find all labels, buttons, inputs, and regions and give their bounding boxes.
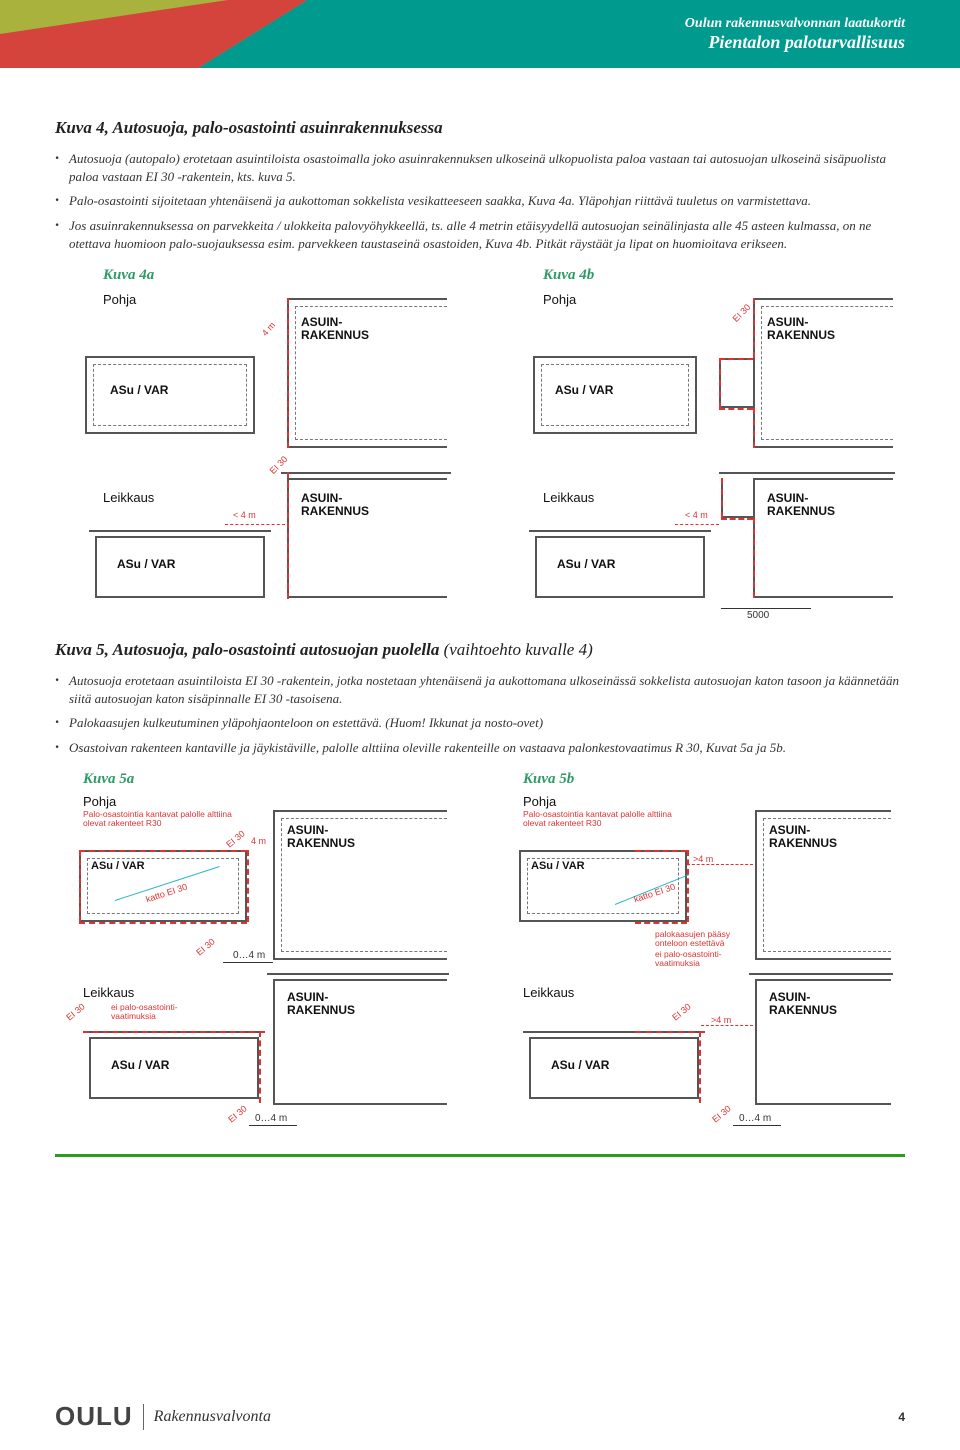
label-leikkaus: Leikkaus (83, 985, 134, 1000)
label-pohja: Pohja (83, 794, 116, 809)
section4-heading: Kuva 4, Autosuoja, palo-osastointi asuin… (55, 118, 905, 138)
label-asuin: ASUIN- RAKENNUS (301, 316, 369, 342)
diagram-4a-pohja: Pohja ASUIN- RAKENNUS ASu / VAR 4 m (55, 288, 465, 458)
document-page: Oulun rakennusvalvonnan laatukortit Pien… (0, 0, 960, 1450)
fig-5a-title: Kuva 5a (83, 771, 465, 788)
section5-heading-main: Kuva 5, Autosuoja, palo-osastointi autos… (55, 640, 439, 659)
section5-heading-suffix: (vaihtoehto kuvalle 4) (439, 640, 592, 659)
label-pohja: Pohja (543, 292, 576, 307)
red-lt4m: < 4 m (685, 510, 708, 520)
figure-4b: Kuva 4b Pohja ASUIN- RAKENNUS ASu / VAR (495, 267, 905, 620)
figures-5-row: Kuva 5a Pohja Palo-osastointia kantavat … (55, 771, 905, 1134)
section5-heading: Kuva 5, Autosuoja, palo-osastointi autos… (55, 640, 905, 660)
label-asu-var: ASu / VAR (91, 860, 145, 872)
label-asu-var: ASu / VAR (555, 384, 613, 397)
bullet: Autosuoja erotetaan asuintiloista EI 30 … (55, 672, 905, 708)
figures-4-row: Kuva 4a Pohja ASUIN- RAKENNUS ASu / VAR … (55, 267, 905, 620)
smoke-note: palokaasujen pääsy onteloon estettävä (655, 930, 765, 949)
content-area: Kuva 4, Autosuoja, palo-osastointi asuin… (0, 118, 960, 1157)
red-4m: 4 m (260, 320, 277, 338)
dim-5000: 5000 (747, 610, 769, 621)
diagram-4a-leikkaus: Leikkaus ASUIN- RAKENNUS ASu / VAR < 4 m… (55, 464, 465, 614)
gt4m: >4 m (693, 854, 713, 864)
gt4m: >4 m (711, 1015, 731, 1025)
bullet: Jos asuinrakennuksessa on parvekkeita / … (55, 217, 905, 253)
dim-04m: 0…4 m (255, 1113, 287, 1124)
no-req: ei palo-osastointi- vaatimuksia (655, 950, 722, 969)
footer-divider (143, 1404, 144, 1430)
header-banner: Oulun rakennusvalvonnan laatukortit Pien… (0, 0, 960, 68)
dim-04m: 0…4 m (739, 1113, 771, 1124)
banner-title: Pientalon paloturvallisuus (708, 32, 905, 53)
diagram-5a-pohja: Pohja Palo-osastointia kantavat palolle … (55, 792, 465, 967)
footer-text: Rakennusvalvonta (154, 1408, 271, 1426)
label-asuin: ASUIN- RAKENNUS (287, 824, 355, 850)
ei30: EI 30 (64, 1001, 87, 1022)
bullet: Autosuoja (autopalo) erotetaan asuintilo… (55, 150, 905, 186)
diagram-5b-leikkaus: Leikkaus ASUIN- RAKENNUS ASu / VAR EI 30… (495, 973, 905, 1128)
ei30: EI 30 (670, 1001, 693, 1022)
label-asu-var: ASu / VAR (551, 1059, 609, 1072)
figure-5b: Kuva 5b Pohja Palo-osastointia kantavat … (495, 771, 905, 1134)
footer-left: OULU Rakennusvalvonta (55, 1401, 271, 1432)
dim-4m: 4 m (251, 836, 266, 846)
ei30: EI 30 (224, 828, 247, 849)
red-osasto-line (287, 298, 289, 448)
page-number: 4 (898, 1410, 905, 1424)
red-line (287, 472, 289, 599)
diagram-4b-pohja: Pohja ASUIN- RAKENNUS ASu / VAR (495, 288, 905, 458)
label-asu-var: ASu / VAR (531, 860, 585, 872)
bullet: Palo-osastointi sijoitetaan yhtenäisenä … (55, 192, 905, 210)
dim-04m: 0…4 m (233, 950, 265, 961)
footer-rule (55, 1154, 905, 1157)
figure-5a: Kuva 5a Pohja Palo-osastointia kantavat … (55, 771, 465, 1134)
red-ei30: EI 30 (731, 302, 753, 324)
label-asuin: ASUIN- RAKENNUS (769, 991, 837, 1017)
ei30: EI 30 (226, 1103, 249, 1124)
fig-5b-title: Kuva 5b (523, 771, 905, 788)
label-asuin: ASUIN- RAKENNUS (769, 824, 837, 850)
red-line (753, 298, 755, 358)
label-asu-var: ASu / VAR (117, 558, 175, 571)
label-leikkaus: Leikkaus (523, 985, 574, 1000)
r30-note: Palo-osastointia kantavat palolle alttii… (83, 810, 233, 829)
figure-4a: Kuva 4a Pohja ASUIN- RAKENNUS ASu / VAR … (55, 267, 465, 620)
banner-text-area: Oulun rakennusvalvonnan laatukortit Pien… (307, 0, 960, 68)
ei30: EI 30 (710, 1103, 733, 1124)
section4-bullets: Autosuoja (autopalo) erotetaan asuintilo… (55, 150, 905, 253)
label-asu-var: ASu / VAR (111, 1059, 169, 1072)
label-asuin: ASUIN- RAKENNUS (767, 316, 835, 342)
box-parveke (719, 358, 753, 408)
red-lt4m: < 4 m (233, 510, 256, 520)
oulu-logo: OULU (55, 1401, 133, 1432)
page-footer: OULU Rakennusvalvonta 4 (0, 1401, 960, 1432)
label-asu-var: ASu / VAR (557, 558, 615, 571)
label-asu-var: ASu / VAR (110, 384, 168, 397)
label-pohja: Pohja (523, 794, 556, 809)
no-req: ei palo-osastointi- vaatimuksia (111, 1003, 178, 1022)
diagram-5b-pohja: Pohja Palo-osastointia kantavat palolle … (495, 792, 905, 967)
r30-note: Palo-osastointia kantavat palolle alttii… (523, 810, 673, 829)
label-leikkaus: Leikkaus (543, 490, 594, 505)
banner-subtitle: Oulun rakennusvalvonnan laatukortit (685, 16, 905, 32)
diagram-4b-leikkaus: Leikkaus ASUIN- RAKENNUS ASu / VAR < 4 m (495, 464, 905, 614)
section5-bullets: Autosuoja erotetaan asuintiloista EI 30 … (55, 672, 905, 757)
label-pohja: Pohja (103, 292, 136, 307)
label-asuin: ASUIN- RAKENNUS (287, 991, 355, 1017)
diagram-5a-leikkaus: Leikkaus ei palo-osastointi- vaatimuksia… (55, 973, 465, 1128)
fig-4b-title: Kuva 4b (543, 267, 905, 284)
label-asuin: ASUIN- RAKENNUS (767, 492, 835, 518)
label-asuin: ASUIN- RAKENNUS (301, 492, 369, 518)
label-leikkaus: Leikkaus (103, 490, 154, 505)
fig-4a-title: Kuva 4a (103, 267, 465, 284)
bullet: Osastoivan rakenteen kantaville ja jäyki… (55, 739, 905, 757)
bullet: Palokaasujen kulkeutuminen yläpohjaontel… (55, 714, 905, 732)
ei30: EI 30 (194, 936, 217, 957)
banner-graphic (0, 0, 307, 68)
